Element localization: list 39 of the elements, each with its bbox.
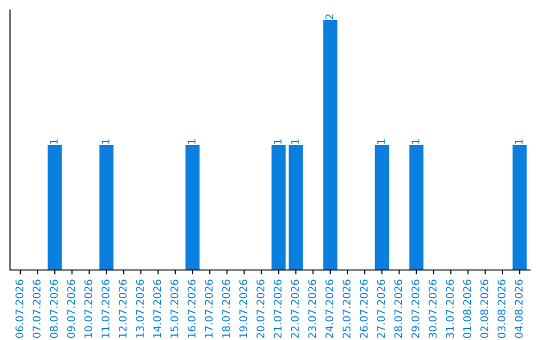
x-tick-label: 21.07.2026 <box>274 280 282 338</box>
x-tick-label: 25.07.2026 <box>342 280 351 338</box>
x-tick-label: 02.08.2026 <box>480 280 488 338</box>
x-tick-label: 15.07.2026 <box>170 280 178 338</box>
x-tick-label: 22.07.2026 <box>290 280 299 338</box>
data-label: 2 <box>325 14 334 20</box>
data-label: 1 <box>50 139 58 144</box>
x-tick-label: 13.07.2026 <box>136 280 144 338</box>
x-tick-label: 31.07.2026 <box>446 280 454 338</box>
x-tick-label: 11.07.2026 <box>102 280 110 338</box>
x-tick-label: 04.08.2026 <box>514 280 523 338</box>
x-tick-label: 06.07.2026 <box>15 280 24 338</box>
x-tick-label: 17.07.2026 <box>204 280 213 338</box>
x-tick-label: 08.07.2026 <box>50 280 58 338</box>
x-tick-label: 12.07.2026 <box>118 280 127 338</box>
data-label: 1 <box>291 139 299 144</box>
x-tick-label: 26.07.2026 <box>360 280 368 338</box>
x-tick-label: 18.07.2026 <box>222 280 230 338</box>
x-tick-label: 07.07.2026 <box>32 280 41 338</box>
x-tick-label: 29.07.2026 <box>412 280 420 338</box>
x-tick-label: 09.07.2026 <box>67 280 76 338</box>
x-tick-label: 19.07.2026 <box>239 280 248 338</box>
x-tick-label: 27.07.2026 <box>377 280 385 338</box>
x-tick-label: 14.07.2026 <box>153 280 162 338</box>
x-tick-label: 03.08.2026 <box>498 280 506 338</box>
x-tick-label: 01.08.2026 <box>463 280 472 338</box>
data-label: 1 <box>377 139 385 144</box>
data-label: 1 <box>102 139 110 144</box>
x-tick-label: 10.07.2026 <box>84 280 92 338</box>
data-label: 1 <box>412 139 420 144</box>
x-tick-label: 24.07.2026 <box>325 280 334 338</box>
x-tick-label: 28.07.2026 <box>394 280 402 338</box>
data-label: 1 <box>514 139 523 144</box>
data-label: 1 <box>188 139 196 144</box>
x-tick-label: 20.07.2026 <box>256 280 264 338</box>
x-tick-label: 23.07.2026 <box>308 280 316 338</box>
data-label: 1 <box>274 139 282 144</box>
x-tick-label: 16.07.2026 <box>188 280 196 338</box>
x-tick-label: 30.07.2026 <box>428 280 437 338</box>
